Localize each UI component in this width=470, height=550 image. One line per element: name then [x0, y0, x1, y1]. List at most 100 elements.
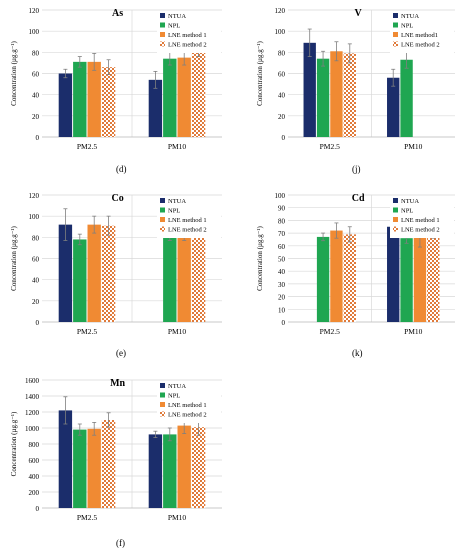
bar-ntua — [58, 73, 73, 137]
y-tick-label: 80 — [278, 217, 286, 225]
y-tick-label: 30 — [278, 281, 286, 289]
y-tick-label: 0 — [36, 134, 40, 142]
legend-label: NPL — [168, 23, 180, 30]
y-tick-label: 40 — [278, 92, 286, 100]
bar-npl — [400, 59, 413, 137]
legend-label: LNE method 1 — [168, 32, 207, 39]
y-tick-label: 1200 — [25, 409, 40, 417]
y-tick-label: 60 — [32, 71, 40, 79]
bar-ntua — [387, 226, 400, 322]
legend-background — [390, 11, 454, 53]
y-tick-label: 50 — [278, 256, 286, 264]
y-tick-label: 0 — [36, 505, 40, 513]
legend-label: LNE method 1 — [168, 402, 207, 409]
x-tick-label: PM10 — [404, 142, 423, 151]
y-tick-label: 60 — [278, 243, 286, 251]
legend-swatch — [393, 41, 398, 47]
chart-title: Cd — [352, 193, 365, 204]
bar-npl — [316, 58, 330, 137]
x-tick-label: PM10 — [168, 142, 187, 151]
bar-lne-method-1 — [87, 428, 101, 508]
legend: NTUA NPL LNE method 1 LNE method 2 — [390, 196, 454, 238]
legend-label: LNE method 1 — [168, 217, 207, 224]
y-tick-label: 20 — [32, 298, 40, 306]
y-tick-label: 90 — [278, 205, 286, 213]
legend-label: NPL — [401, 23, 413, 30]
x-tick-label: PM2.5 — [77, 327, 97, 336]
y-tick-label: 10 — [278, 306, 286, 314]
bar-lne-method-2 — [343, 53, 356, 138]
bar-ntua — [148, 434, 163, 508]
y-axis-label: Concentration (µg.g⁻¹) — [256, 41, 264, 106]
y-tick-label: 40 — [32, 277, 40, 285]
y-tick-label: 400 — [29, 473, 40, 481]
legend-swatch — [393, 207, 398, 213]
bar-lne-method-1 — [177, 425, 191, 508]
chart-panel-co: 0 20 40 60 80 100 120 Concentration (µg.g⁻¹) Co P… — [10, 192, 222, 336]
legend-swatch — [160, 411, 165, 417]
panel-label-f: (f) — [116, 538, 125, 548]
chart-title: Co — [111, 193, 123, 204]
chart-title: Mn — [110, 378, 125, 389]
y-tick-label: 120 — [275, 7, 286, 15]
y-tick-label: 100 — [275, 28, 286, 36]
legend-swatch — [160, 207, 165, 213]
legend-background — [157, 381, 221, 423]
y-axis-label: Concentration (µg.g⁻¹) — [10, 411, 18, 476]
legend-label: LNE method 2 — [168, 412, 207, 419]
legend: NTUA NPL LNE method 1 LNE method 2 — [157, 381, 221, 423]
bar-npl — [316, 236, 330, 322]
y-tick-label: 20 — [278, 294, 286, 302]
chart-panel-v: 0 20 40 60 80 100 120 Concentration (µg.g⁻¹) V PM… — [256, 7, 455, 151]
y-tick-label: 0 — [36, 319, 40, 327]
x-tick-label: PM2.5 — [320, 327, 340, 336]
bar-lne-method-2 — [191, 47, 206, 137]
y-tick-label: 800 — [29, 441, 40, 449]
bar-npl — [163, 434, 177, 508]
legend-label: LNE method 2 — [401, 227, 440, 234]
bar-lne-method-2 — [191, 427, 206, 508]
y-tick-label: 120 — [29, 7, 40, 15]
y-tick-label: 60 — [32, 256, 40, 264]
legend-swatch — [160, 402, 165, 407]
legend-swatch — [393, 198, 398, 203]
legend: NTUA NPL LNE method1 LNE method 2 — [390, 11, 454, 53]
legend-swatch — [160, 22, 165, 28]
bar-npl — [73, 61, 87, 137]
legend-label: LNE method 2 — [168, 227, 207, 234]
legend-label: NTUA — [168, 13, 186, 20]
legend: NTUA NPL LNE method 1 LNE method 2 — [157, 196, 221, 238]
bar-lne-method-2 — [101, 225, 116, 322]
bar-lne-method-1 — [413, 236, 427, 322]
bar-npl — [400, 238, 413, 322]
bar-lne-method-2 — [101, 420, 116, 508]
bar-lne-method-2 — [343, 234, 356, 322]
x-tick-label: PM10 — [404, 327, 423, 336]
legend-label: NTUA — [401, 198, 419, 205]
y-tick-label: 120 — [29, 192, 40, 200]
y-tick-label: 40 — [32, 92, 40, 100]
bar-npl — [73, 429, 87, 508]
legend-swatch — [160, 226, 165, 232]
y-tick-label: 40 — [278, 268, 286, 276]
y-tick-label: 100 — [29, 28, 40, 36]
panel-label-k: (k) — [352, 348, 363, 358]
y-tick-label: 20 — [278, 113, 286, 121]
y-tick-label: 600 — [29, 457, 40, 465]
legend-background — [157, 11, 221, 53]
bar-lne-method-1 — [87, 61, 101, 137]
y-tick-label: 1400 — [25, 393, 40, 401]
y-axis-label: Concentration (µg.g⁻¹) — [256, 226, 264, 291]
y-tick-label: 80 — [32, 234, 40, 242]
legend-label: NTUA — [401, 13, 419, 20]
legend-swatch — [393, 13, 398, 18]
panel-label-j: (j) — [352, 164, 361, 174]
legend-swatch — [160, 13, 165, 18]
bar-lne-method-2 — [101, 67, 116, 137]
panel-label-e: (e) — [116, 348, 126, 358]
chart-panel-cd: 0 10 20 30 40 50 60 70 80 90 100 Concentration (µg.… — [256, 192, 455, 336]
y-tick-label: 20 — [32, 113, 40, 121]
bar-lne-method-1 — [330, 230, 343, 322]
legend-label: NTUA — [168, 198, 186, 205]
y-axis-label: Concentration (µg.g⁻¹) — [10, 226, 18, 291]
